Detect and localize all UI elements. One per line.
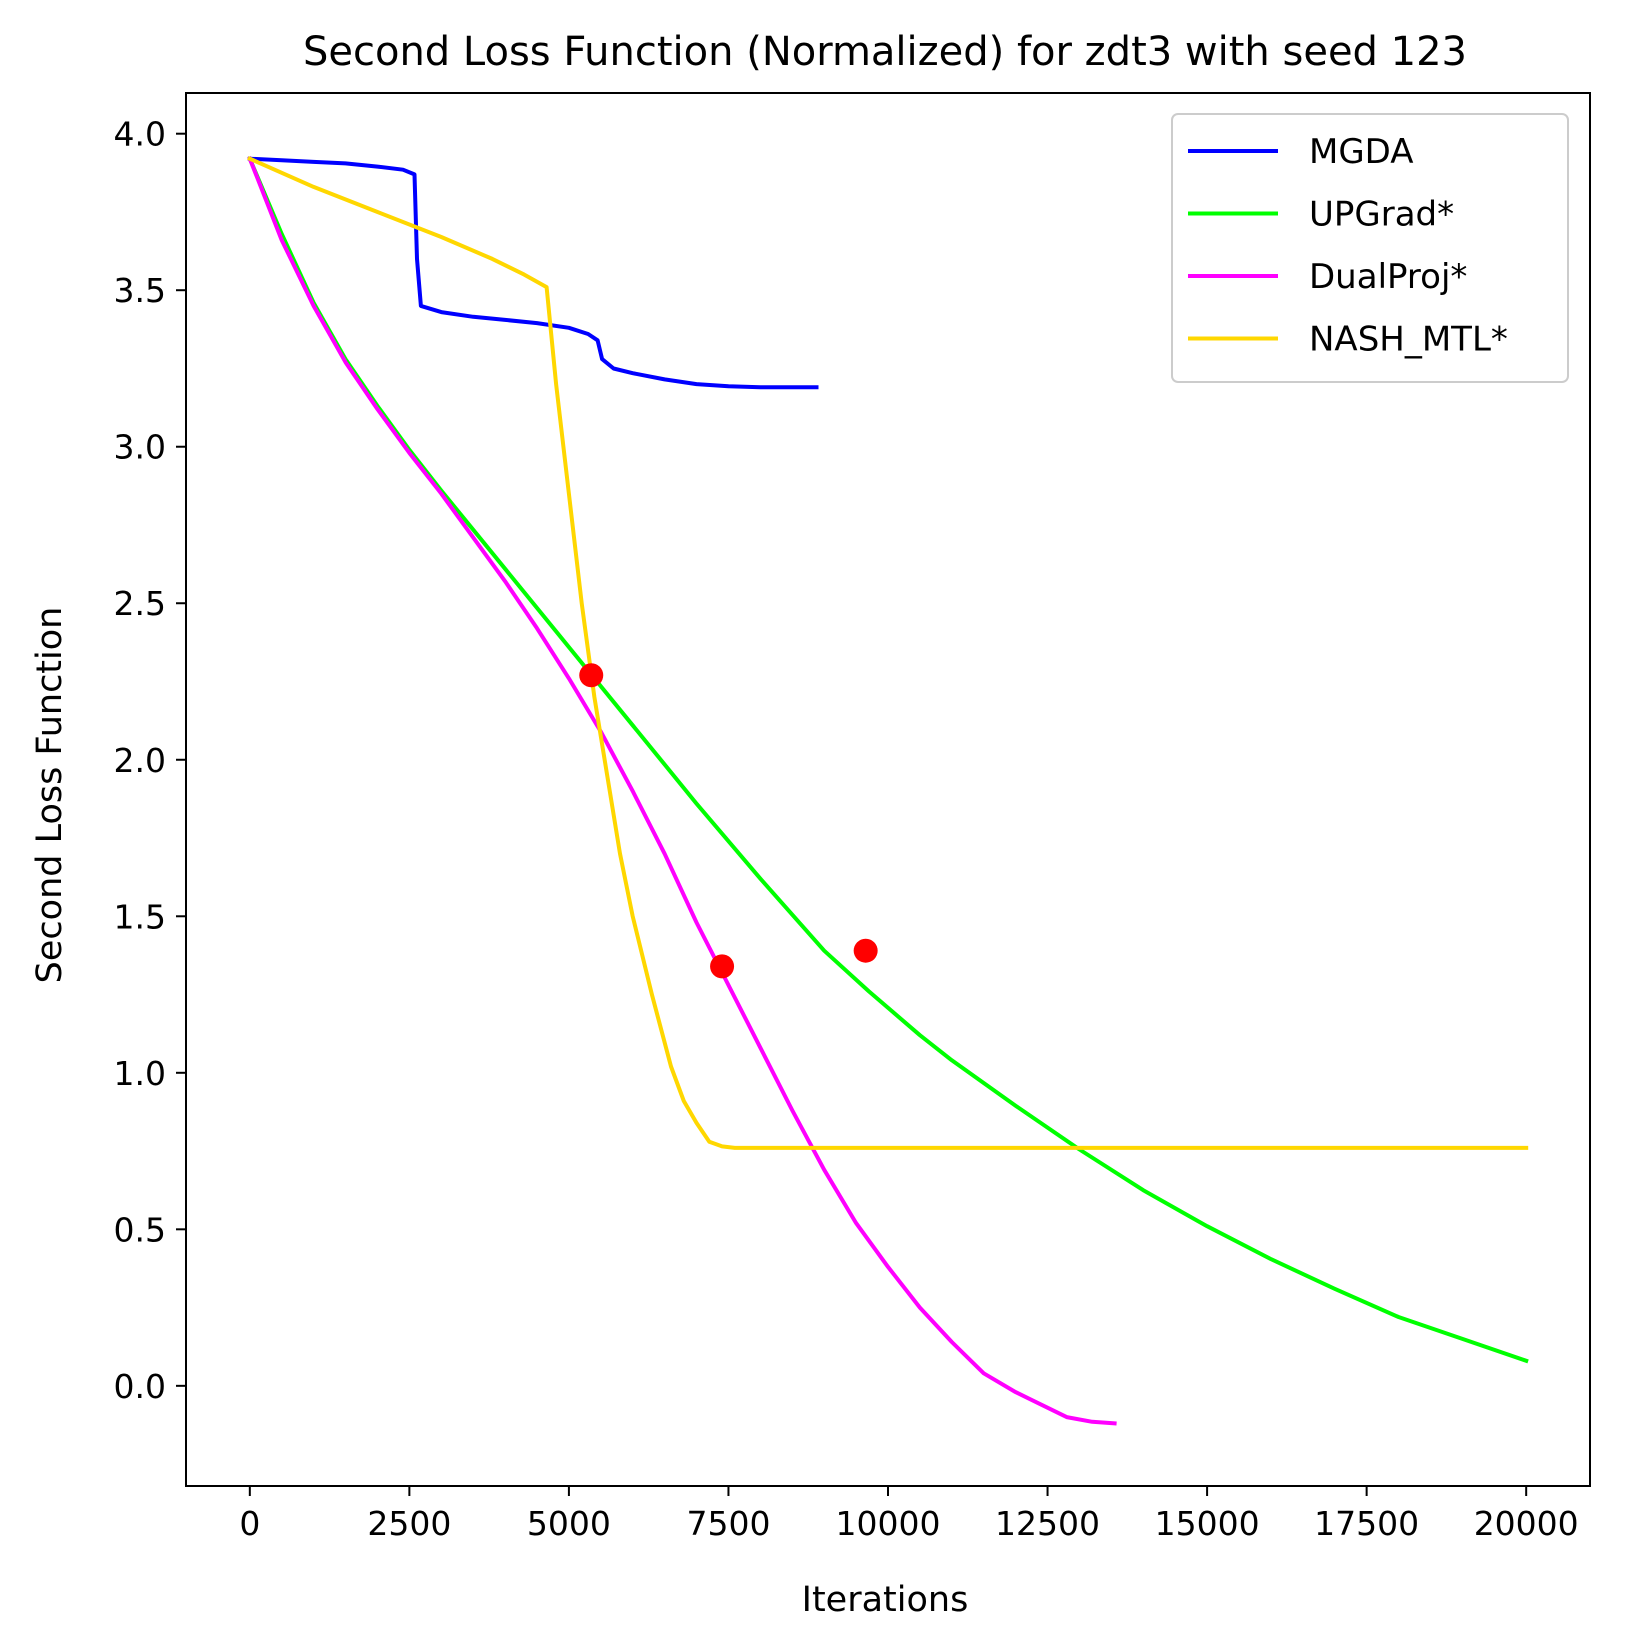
series-line-dualproj xyxy=(247,156,1117,1426)
x-tick-label: 17500 xyxy=(1314,1504,1419,1543)
x-tick-label: 12500 xyxy=(995,1504,1100,1543)
legend-label: DualProj* xyxy=(1309,257,1467,297)
y-tick-label: 3.5 xyxy=(114,271,166,310)
y-tick-label: 1.0 xyxy=(114,1054,166,1093)
y-tick-label: 4.0 xyxy=(114,115,166,154)
legend-label: NASH_MTL* xyxy=(1309,320,1508,360)
x-tick-label: 0 xyxy=(239,1504,260,1543)
y-axis-label: Second Loss Function xyxy=(30,607,70,984)
x-tick-label: 7500 xyxy=(686,1504,770,1543)
y-tick-label: 2.5 xyxy=(114,584,166,623)
legend: MGDA UPGrad* DualProj* NASH_MTL* xyxy=(1171,113,1569,383)
x-tick-label: 2500 xyxy=(367,1504,451,1543)
y-tick-label: 0.0 xyxy=(114,1367,166,1406)
marker-point xyxy=(853,938,878,963)
marker-point xyxy=(710,954,735,979)
plot-frame xyxy=(185,92,1591,1487)
y-tick-label: 3.0 xyxy=(114,428,166,467)
y-tick-label: 2.0 xyxy=(114,741,166,780)
y-tick-label: 0.5 xyxy=(114,1210,166,1249)
chart-title: Second Loss Function (Normalized) for zd… xyxy=(303,29,1467,75)
legend-label: UPGrad* xyxy=(1309,195,1454,235)
legend-box xyxy=(1171,113,1569,383)
x-axis-label: Iterations xyxy=(802,1580,969,1620)
series-line-mgda xyxy=(247,156,819,390)
x-tick-label: 10000 xyxy=(836,1504,941,1543)
plot-layer xyxy=(247,156,1529,1426)
legend-label: MGDA xyxy=(1309,132,1414,172)
marker-point xyxy=(579,663,604,688)
axes-layer: 0 2500 5000 7500 10000 12500 15000 17500 20000 0.… xyxy=(114,115,1579,1543)
series-line-nash-mtl xyxy=(247,156,1529,1150)
y-tick-label: 1.5 xyxy=(114,897,166,936)
x-tick-label: 20000 xyxy=(1474,1504,1579,1543)
x-tick-label: 5000 xyxy=(527,1504,611,1543)
x-tick-label: 15000 xyxy=(1155,1504,1260,1543)
